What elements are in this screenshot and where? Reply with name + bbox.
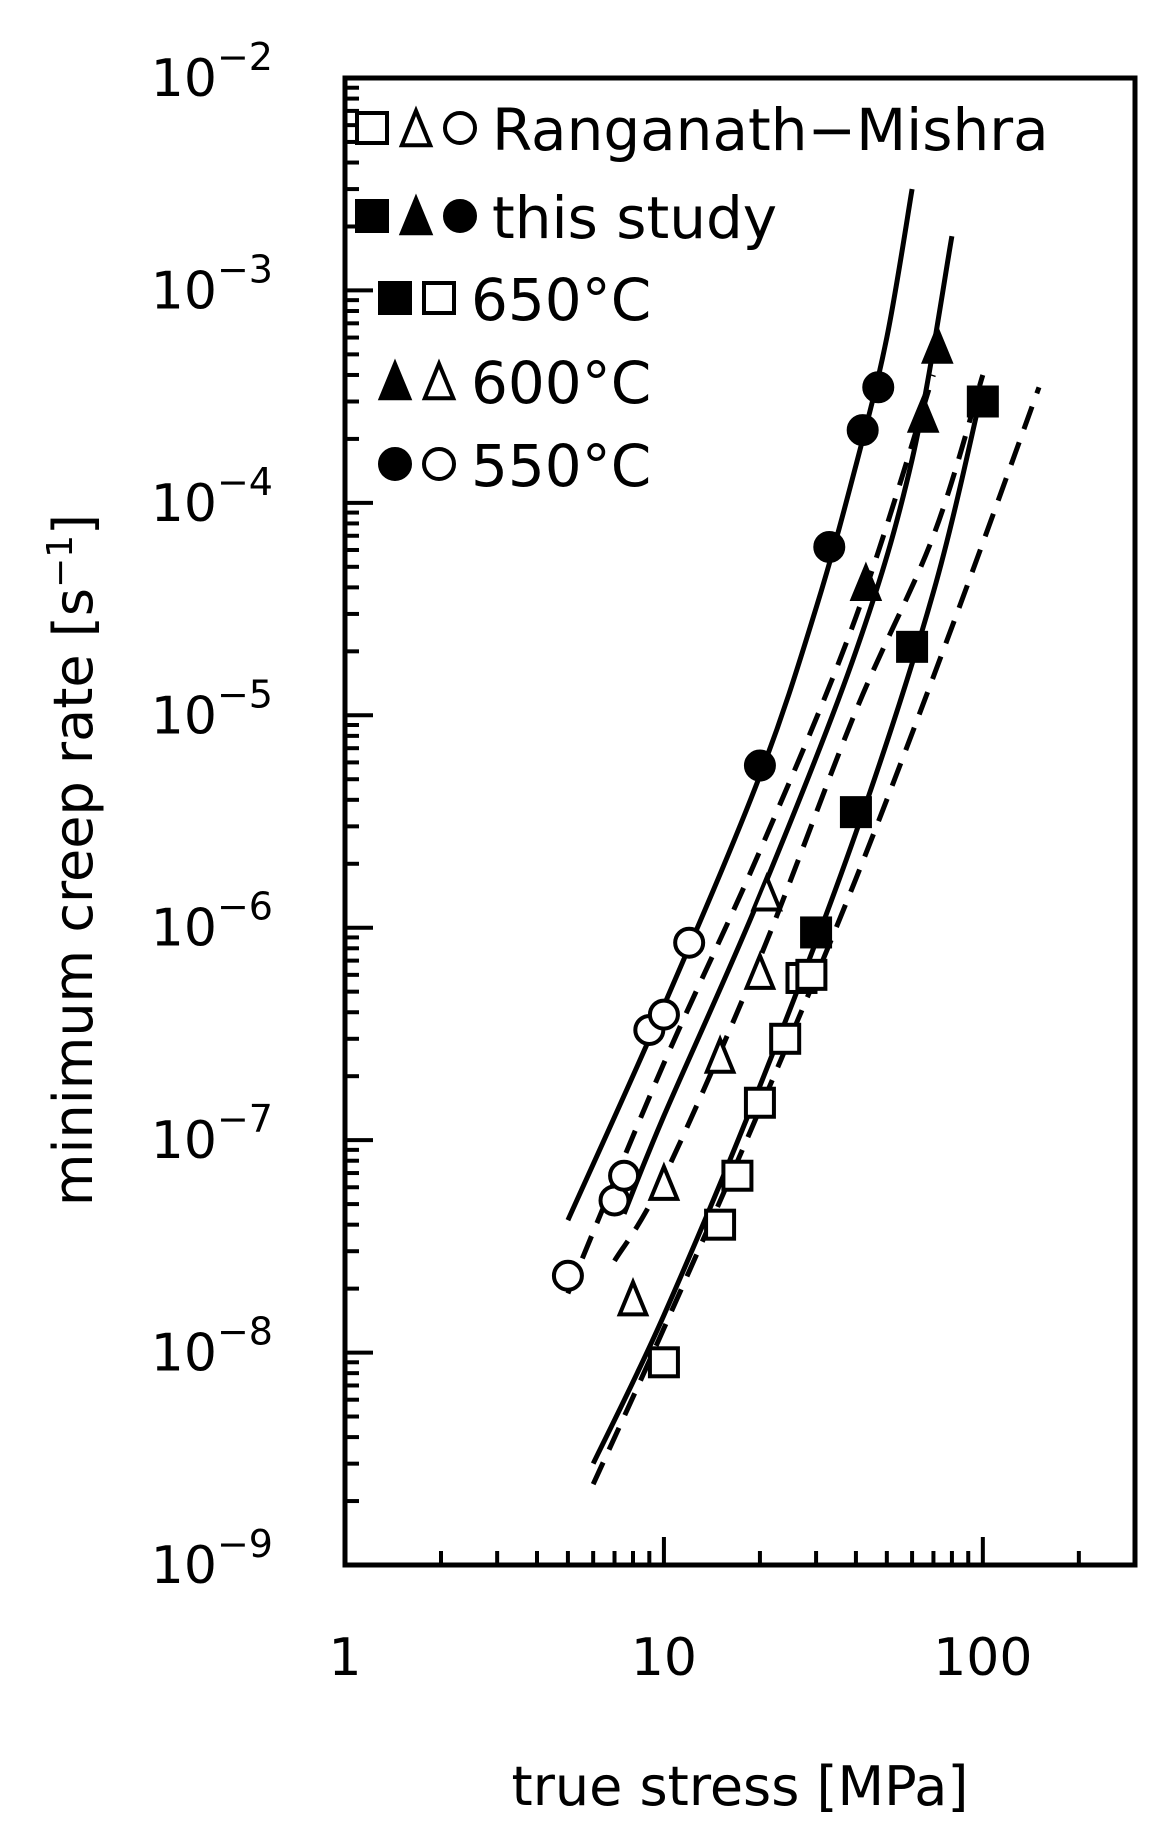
y-tick-base: 10 — [151, 686, 217, 746]
data-point-circle-filled — [743, 749, 776, 782]
data-point-circle-open — [551, 1259, 584, 1292]
y-tick-label: 10−4 — [151, 460, 273, 534]
data-point-circle-open — [673, 926, 706, 959]
dashed-curve-4 — [612, 374, 986, 1263]
y-tick-base: 10 — [151, 49, 217, 109]
legend-symbol-triangle-filled — [398, 193, 434, 236]
legend-symbol-circle-open — [443, 111, 477, 145]
y-tick-base: 10 — [151, 1536, 217, 1596]
legend-label: 600°C — [471, 349, 651, 417]
data-point-triangle-filled — [849, 561, 883, 601]
data-point-square-filled — [800, 916, 833, 949]
y-axis-label-sup: −1 — [40, 535, 81, 588]
data-point-circle-filled — [846, 414, 879, 447]
legend-entry: 600°C — [377, 349, 651, 417]
y-tick-label: 10−7 — [151, 1097, 273, 1171]
legend-symbol-circle-open — [422, 447, 456, 481]
y-tick-base: 10 — [151, 899, 217, 959]
solid-curve-2 — [590, 386, 986, 1465]
data-point-triangle-filled — [906, 393, 940, 433]
data-point-square-open — [769, 1022, 802, 1055]
data-point-triangle-filled — [921, 324, 954, 364]
data-point-square-filled — [839, 796, 872, 829]
legend-entry: Ranganath−Mishra — [355, 96, 1049, 164]
legend-symbol-triangle-open — [398, 105, 434, 148]
y-tick-labels: 10−910−810−710−610−510−410−310−2 — [151, 35, 273, 1596]
y-tick-label: 10−3 — [151, 247, 273, 321]
legend-label: 650°C — [471, 266, 651, 334]
data-point-circle-filled — [813, 530, 846, 563]
data-point-triangle-open — [750, 872, 783, 912]
y-tick-exponent: −4 — [217, 460, 273, 504]
legend-symbol-circle-filled — [378, 447, 412, 481]
data-point-circle-filled — [862, 371, 895, 404]
legend: Ranganath−Mishra this study 650°C 600°C 550°… — [355, 96, 1049, 500]
x-axis-label: true stress [MPa] — [512, 1755, 969, 1818]
legend-label: this study — [492, 184, 777, 252]
data-point-circle-open — [608, 1159, 641, 1192]
legend-label: 550°C — [471, 432, 651, 500]
legend-symbol-square-filled — [355, 199, 389, 233]
data-point-square-open — [647, 1346, 680, 1379]
dashed-curve-5 — [590, 386, 1042, 1486]
y-tick-exponent: −5 — [217, 672, 273, 716]
y-tick-exponent: −8 — [217, 1310, 273, 1354]
y-tick-label: 10−2 — [151, 35, 273, 109]
y-tick-base: 10 — [151, 261, 217, 321]
data-point-triangle-open — [616, 1276, 650, 1317]
legend-entry: 650°C — [378, 266, 651, 334]
data-point-square-open — [721, 1159, 754, 1192]
legend-symbol-triangle-open — [421, 358, 457, 401]
y-tick-base: 10 — [151, 474, 217, 534]
y-axis-label: minimum creep rate [s−1] — [40, 514, 105, 1206]
legend-symbol-square-filled — [378, 281, 412, 315]
x-tick-label: 100 — [933, 1628, 1032, 1688]
data-point-triangle-open — [743, 950, 777, 990]
legend-entry: 550°C — [378, 432, 651, 500]
y-axis-label-main: minimum creep rate [s — [42, 588, 105, 1206]
y-tick-label: 10−9 — [151, 1522, 273, 1596]
data-point-square-open — [795, 958, 828, 991]
y-axis-label-close: ] — [42, 514, 105, 535]
data-point-square-filled — [896, 630, 929, 663]
y-tick-exponent: −9 — [217, 1522, 273, 1566]
data-point-triangle-open — [703, 1034, 737, 1074]
data-point-square-filled — [966, 385, 999, 418]
legend-symbol-square-open — [355, 111, 389, 145]
y-tick-base: 10 — [151, 1111, 217, 1171]
dashed-curve-3 — [565, 374, 936, 1295]
data-point-triangle-open — [647, 1161, 681, 1201]
legend-entry: this study — [355, 184, 777, 252]
plot-frame — [342, 75, 1138, 1568]
x-tick-label: 10 — [631, 1628, 697, 1688]
y-tick-exponent: −7 — [217, 1097, 273, 1141]
y-tick-label: 10−6 — [151, 885, 273, 959]
data-points — [551, 324, 999, 1379]
y-tick-exponent: −6 — [217, 885, 273, 929]
data-point-circle-open — [647, 998, 680, 1031]
x-tick-label: 1 — [328, 1628, 361, 1688]
legend-symbol-circle-filled — [443, 199, 477, 233]
y-tick-exponent: −2 — [217, 35, 273, 79]
data-point-square-open — [743, 1086, 776, 1119]
y-tick-base: 10 — [151, 1324, 217, 1384]
y-tick-exponent: −3 — [217, 247, 273, 291]
legend-label: Ranganath−Mishra — [492, 96, 1049, 164]
y-tick-label: 10−5 — [151, 672, 273, 746]
y-tick-label: 10−8 — [151, 1310, 273, 1384]
legend-symbol-triangle-filled — [377, 358, 413, 401]
data-point-square-open — [704, 1208, 737, 1241]
legend-symbol-square-open — [422, 281, 456, 315]
solid-curve-1 — [621, 235, 955, 1215]
x-tick-labels: 1 10 100 — [328, 1628, 1032, 1688]
